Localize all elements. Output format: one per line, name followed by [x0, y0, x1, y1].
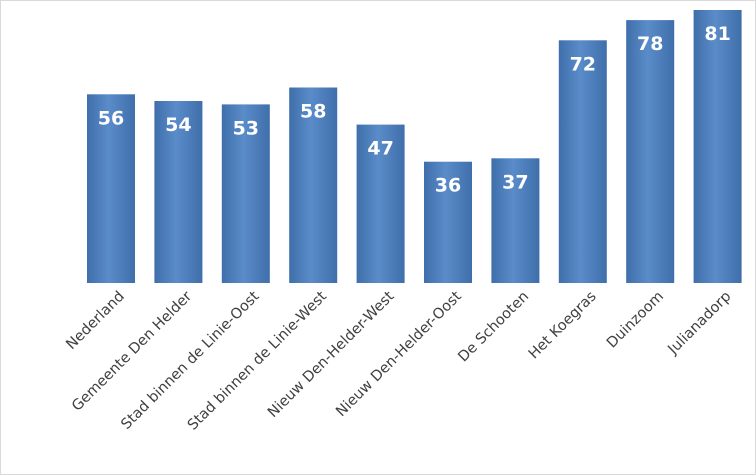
x-tick-label-10: Julianadorp	[665, 289, 735, 359]
data-label-5: 47	[367, 138, 393, 160]
x-tick-label-8: Het Koegras	[526, 289, 600, 363]
data-label-9: 78	[637, 33, 663, 55]
x-tick-label-9: Duinzoom	[604, 289, 667, 352]
bars-group	[87, 10, 742, 284]
data-labels-group: 56 54 53 58 47 36 37 72 78 81	[98, 23, 731, 197]
data-label-7: 37	[502, 171, 528, 193]
data-label-2: 54	[165, 114, 191, 136]
x-tick-label-3: Stad binnen de Linie-Oost	[118, 288, 263, 433]
data-label-6: 36	[435, 175, 461, 197]
data-label-3: 53	[233, 117, 259, 139]
x-tick-label-5: Nieuw Den-Helder-West	[265, 288, 398, 421]
x-tick-label-4: Stad binnen de Linie-West	[185, 288, 330, 433]
bar-1	[87, 94, 135, 283]
data-label-4: 58	[300, 101, 326, 123]
bar-3	[221, 104, 270, 284]
bar-6	[424, 161, 472, 283]
bar-8	[558, 40, 607, 283]
x-tick-label-6: Nieuw Den-Helder-Oost	[333, 288, 465, 420]
bar-9	[626, 20, 675, 283]
bar-7	[491, 158, 540, 283]
data-label-1: 56	[98, 107, 124, 129]
data-label-10: 81	[704, 23, 730, 45]
bar-10	[693, 10, 742, 283]
x-tick-label-1: Nederland	[63, 289, 127, 353]
bar-4	[289, 87, 338, 283]
bar-5	[356, 124, 405, 283]
bar-2	[154, 101, 203, 283]
x-tick-label-2: Gemeente Den Helder	[69, 288, 195, 414]
x-tick-label-7: De Schooten	[455, 289, 532, 366]
data-label-8: 72	[570, 53, 596, 75]
